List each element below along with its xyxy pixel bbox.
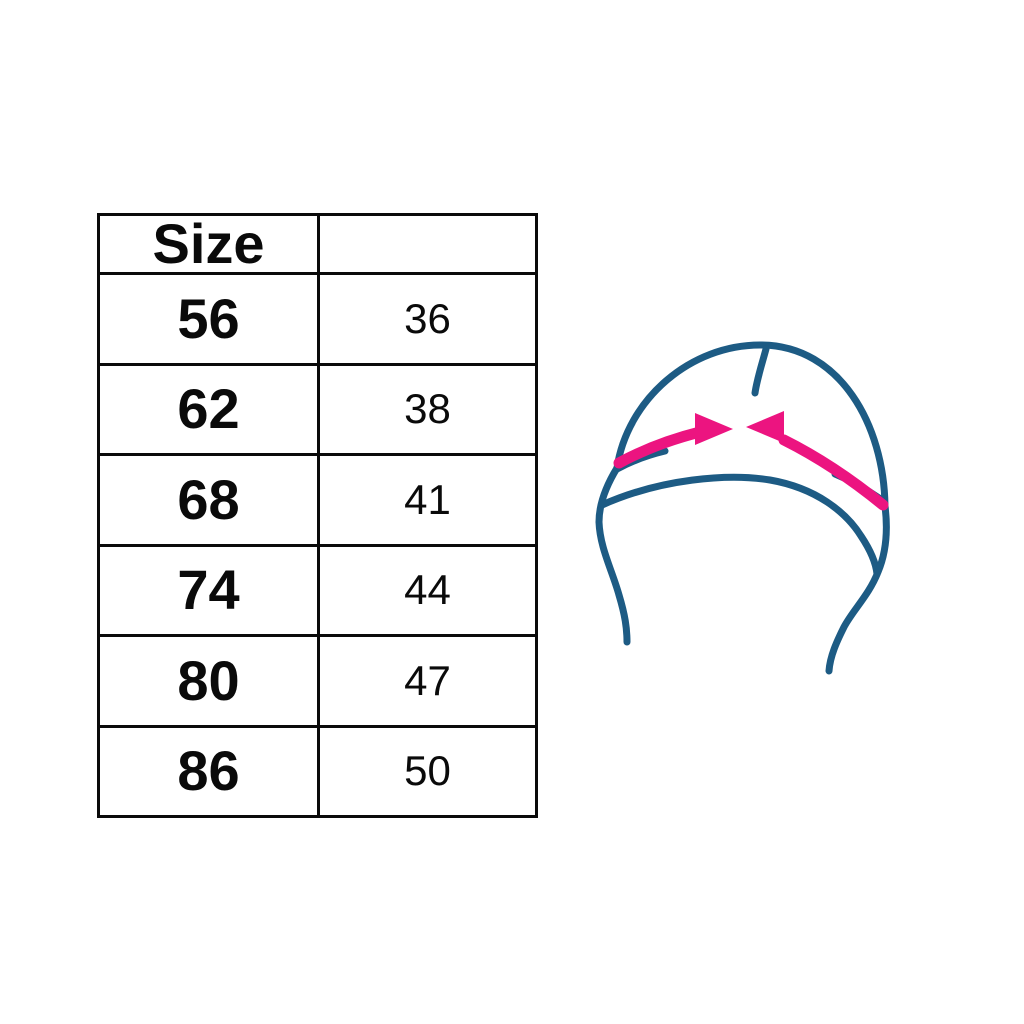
- size-table: Size 56 36 62 38 68 41 74 44 80 47 86: [97, 213, 538, 818]
- size-cell: 86: [97, 724, 320, 818]
- head-circumference-cell: 36: [317, 272, 538, 366]
- head-circumference-cell: 50: [317, 724, 538, 818]
- size-table-row: 56 36: [97, 272, 538, 366]
- hat-top-seam-line: [751, 345, 770, 397]
- size-table-row: 62 38: [97, 362, 538, 456]
- circumference-measurement-arrow: [613, 411, 889, 511]
- size-column-header: Size: [97, 213, 320, 275]
- head-circumference-cell: 44: [317, 543, 538, 637]
- hat-right-side-and-tie: [825, 502, 890, 675]
- size-table-header-row: Size: [97, 213, 538, 275]
- measurement-arrow-left-shaft: [613, 426, 706, 469]
- hat-outline: [595, 341, 890, 675]
- hat-crown-outline: [613, 341, 889, 510]
- size-cell: 62: [97, 362, 320, 456]
- hat-left-side-and-tie: [595, 464, 631, 646]
- measurement-arrow-left-pointing-head: [746, 411, 784, 443]
- size-table-body: 56 36 62 38 68 41 74 44 80 47 86 50: [97, 272, 538, 818]
- measurement-arrow-right-shaft: [778, 434, 889, 511]
- size-cell: 80: [97, 634, 320, 728]
- size-table-row: 80 47: [97, 634, 538, 728]
- size-cell: 68: [97, 453, 320, 547]
- head-circumference-cell: 41: [317, 453, 538, 547]
- size-table-row: 74 44: [97, 543, 538, 637]
- size-table-row: 68 41: [97, 453, 538, 547]
- head-circumference-cell: 38: [317, 362, 538, 456]
- size-table-row: 86 50: [97, 724, 538, 818]
- measurement-arrow-right-pointing-head: [695, 413, 733, 445]
- value-column-header: [317, 213, 538, 275]
- size-cell: 56: [97, 272, 320, 366]
- head-circumference-cell: 47: [317, 634, 538, 728]
- size-cell: 74: [97, 543, 320, 637]
- hat-brim-bottom-edge: [598, 473, 881, 578]
